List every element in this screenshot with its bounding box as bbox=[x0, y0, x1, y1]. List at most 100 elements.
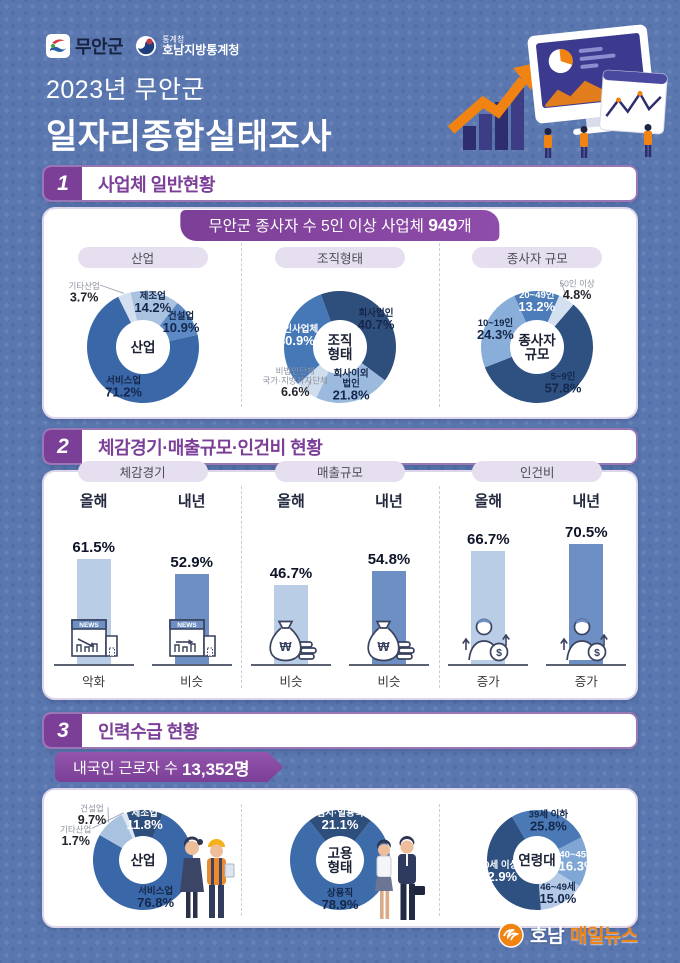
workers-count-banner: 내국인 근로자 수 13,352명 bbox=[55, 752, 284, 782]
pie-chart-org-type: 조직 형태 회사법인 40.7% 회사이외 법인 21.8% 비법인단체 국가·지방자치단체 6.… bbox=[241, 269, 439, 424]
bar-column-this-year: 올해 $ 66.7% 증가 bbox=[444, 490, 532, 690]
header-illustration bbox=[447, 24, 668, 158]
section2-number: 2 bbox=[44, 430, 82, 463]
rising-bars-icon bbox=[463, 88, 524, 150]
tab-revenue: 매출규모 bbox=[274, 461, 405, 482]
section2-content: 체감경기 올해 NEWS 61.5% 악화 내년 NEWS 52.9 bbox=[42, 461, 638, 700]
slice-label: 법인 bbox=[342, 378, 359, 390]
slice-value: 57.8% bbox=[545, 381, 582, 396]
workers-banner-text: 내국인 근로자 수 bbox=[73, 759, 178, 777]
tab-sentiment: 체감경기 bbox=[77, 461, 208, 482]
employees-illustration bbox=[374, 836, 425, 920]
title-main-line: 일자리종합실태조사 bbox=[46, 118, 333, 156]
column-org-type: 조직형태 조직 형태 회사법인 40.7% 회사이외 법인 21.8% 비법인단체 국가·지방자… bbox=[241, 209, 438, 417]
person-wage-up-icon: $ bbox=[462, 618, 511, 662]
bar-period-label: 올해 bbox=[79, 493, 108, 510]
bar-column-this-year: 올해 W 46.7% 비슷 bbox=[247, 490, 335, 690]
bar-value: 46.7% bbox=[269, 565, 313, 582]
slice-label: 상용직 bbox=[327, 887, 353, 899]
bar-column-next-year: 내년 $ 70.5% 증가 bbox=[542, 490, 630, 690]
slice-label: 제조업 bbox=[131, 807, 157, 819]
bar-period-label: 올해 bbox=[474, 493, 503, 510]
bar-period-label: 내년 bbox=[375, 493, 403, 510]
bar-column-this-year: 올해 NEWS 61.5% 악화 bbox=[50, 490, 138, 690]
slice-outside-label: 비법인단체 bbox=[276, 366, 315, 376]
slice-value: 21.8% bbox=[333, 388, 370, 403]
bar-chart-labor-cost: 올해 $ 66.7% 증가 내년 $ 70.5% 증가 bbox=[439, 490, 636, 690]
footer-brand-prefix: 호남 bbox=[530, 926, 564, 947]
column-sentiment: 체감경기 올해 NEWS 61.5% 악화 내년 NEWS 52.9 bbox=[44, 461, 241, 698]
growth-arrow-icon bbox=[447, 76, 527, 134]
tab-industry: 산업 bbox=[77, 247, 208, 268]
slice-outside-label: 50인 이상 bbox=[560, 278, 595, 288]
bar-caption: 증가 bbox=[574, 675, 598, 689]
slice-label: 건설업 bbox=[168, 310, 194, 322]
pie-center-label: 연령대 bbox=[519, 853, 556, 868]
section1-number: 1 bbox=[44, 167, 82, 200]
column-worker-size: 종사자 규모 종사자 규모 20~49인 13.2% 50인 이상 4.8% 5~9인 57.… bbox=[438, 209, 636, 417]
banner-text: 무안군 종사자 수 5인 이상 사업체 bbox=[208, 218, 429, 235]
pie-slice bbox=[514, 290, 560, 347]
slice-value: 40.7% bbox=[358, 317, 395, 332]
bar-period-label: 내년 bbox=[177, 493, 206, 510]
bar-period-label: 내년 bbox=[572, 493, 601, 510]
slice-value: 78.9% bbox=[322, 897, 359, 912]
slice-label: 39세 이하 bbox=[529, 809, 569, 821]
slice-label: 임시·일용직 bbox=[317, 807, 364, 819]
pie-center-label: 산업 bbox=[130, 339, 155, 355]
pie-chart-industry: 산업 제조업 14.2% 건설업 10.9% 서비스업 71.2% 기타산업 3.7% bbox=[44, 269, 242, 424]
column-revenue: 매출규모 올해 W 46.7% 비슷 내년 bbox=[241, 461, 438, 698]
slice-value: 10.9% bbox=[162, 320, 199, 335]
slice-label: 46~49세 bbox=[541, 881, 576, 893]
footer-brand-suffix: 매일뉴스 bbox=[569, 926, 638, 947]
section3-title: 인력수급 현황 bbox=[98, 721, 199, 742]
section1-content: 무안군 종사자 수 5인 이상 사업체 949개 산업 산업 제조업 14.2% 건설… bbox=[42, 207, 638, 419]
footer-news-brand: 호남 매일뉴스 bbox=[498, 921, 638, 948]
pie-center-label: 형태 bbox=[328, 859, 353, 875]
svg-text:$: $ bbox=[496, 647, 502, 659]
pie-chart-employment-type: 고용 형태 임시·일용직 21.1% 상용직 78.9% bbox=[241, 792, 439, 933]
bar-stack: W 46.7% bbox=[247, 512, 335, 664]
workers-banner-number: 13,352명 bbox=[181, 759, 250, 779]
bar-stack: $ 66.7% bbox=[444, 512, 532, 664]
slice-outside-label: 국가·지방자치단체 bbox=[262, 375, 327, 385]
bar-chart-revenue: 올해 W 46.7% 비슷 내년 W bbox=[241, 490, 438, 690]
tab-labor-cost: 인건비 bbox=[472, 461, 603, 482]
slice-outside-label: 건설업 bbox=[80, 803, 103, 813]
news-decline-icon: NEWS bbox=[70, 619, 118, 657]
bar-stack: NEWS 52.9% bbox=[148, 512, 236, 664]
slice-label: 서비스업 bbox=[106, 375, 141, 387]
slice-outside-value: 6.6% bbox=[281, 385, 310, 399]
column-industry: 산업 산업 제조업 14.2% 건설업 10.9% 서비스업 71.2% 기타산업 3.7% bbox=[44, 209, 241, 417]
slice-value: 76.8% bbox=[137, 895, 174, 910]
statistics-office-logo: 통계청 호남지방통계청 bbox=[135, 35, 239, 57]
bar-value: 54.8% bbox=[367, 551, 411, 568]
svg-text:NEWS: NEWS bbox=[79, 622, 99, 629]
bar-baseline bbox=[151, 664, 232, 666]
pie-center-label: 종사자 bbox=[519, 333, 557, 348]
section3-header: 3 인력수급 현황 bbox=[42, 712, 638, 749]
statistics-office-name-small: 통계청 bbox=[162, 34, 185, 44]
bar-chart-sentiment: 올해 NEWS 61.5% 악화 내년 NEWS 52.9% bbox=[44, 490, 241, 690]
slice-value: 16.3% bbox=[559, 859, 596, 874]
column-employment-type: 고용 형태 임시·일용직 21.1% 상용직 78.9% bbox=[241, 790, 438, 926]
bar-baseline bbox=[546, 664, 627, 666]
bar-stack: W 54.8% bbox=[345, 512, 433, 664]
workers-illustration bbox=[180, 836, 235, 918]
slice-label: 40~45세 bbox=[560, 849, 595, 861]
brand-row: 무안군 통계청 호남지방통계청 bbox=[46, 33, 239, 59]
bar-baseline bbox=[53, 664, 134, 666]
pie-slice bbox=[283, 294, 340, 384]
slice-value: 25.8% bbox=[530, 819, 567, 834]
slice-outside-label: 기타산업 bbox=[60, 825, 91, 835]
slice-label: 50세 이상 bbox=[479, 859, 519, 871]
pie-center-label: 형태 bbox=[328, 346, 353, 362]
bar-caption: 비슷 bbox=[279, 675, 303, 689]
slice-label: 회사법인 bbox=[359, 307, 394, 319]
tab-org-type: 조직형태 bbox=[274, 247, 405, 268]
line-chart-card-icon bbox=[599, 69, 668, 135]
slice-value: 71.2% bbox=[105, 385, 142, 400]
pie-chart-age-group: 연령대 39세 이하 25.8% 40~45세 16.3% 46~49세 15.0% 50세 … bbox=[438, 792, 636, 933]
pie-slice bbox=[512, 810, 582, 860]
